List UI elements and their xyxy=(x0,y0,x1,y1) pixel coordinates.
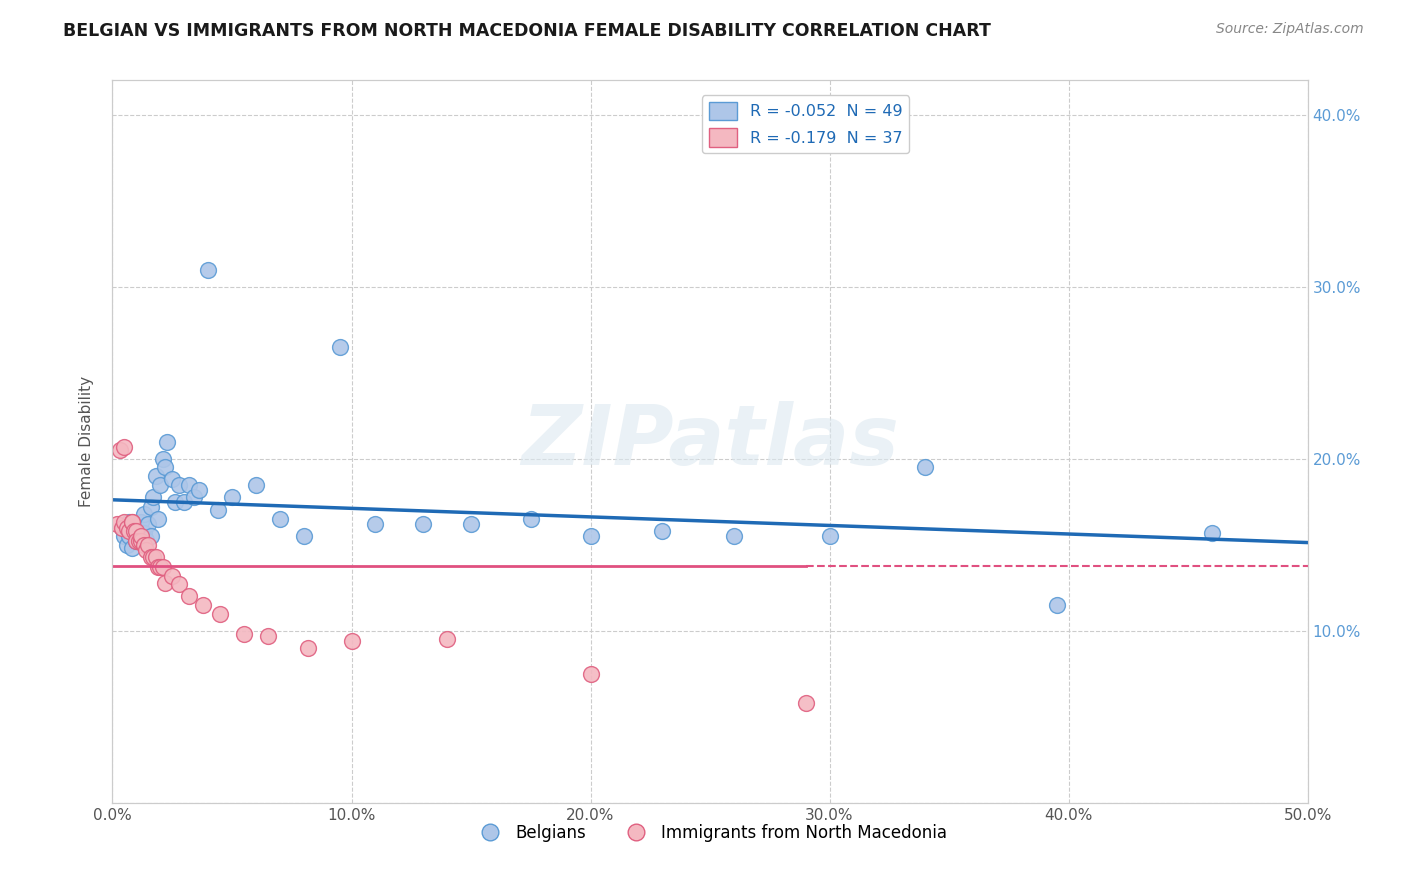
Point xyxy=(173,494,195,508)
Point xyxy=(129,534,152,549)
Point xyxy=(111,520,134,534)
Point xyxy=(245,477,267,491)
Point xyxy=(115,520,138,534)
Point xyxy=(520,512,543,526)
Point xyxy=(177,590,200,604)
Point xyxy=(145,549,167,564)
Point xyxy=(329,340,352,354)
Point xyxy=(125,534,148,549)
Point xyxy=(139,500,162,514)
Text: ZIPatlas: ZIPatlas xyxy=(522,401,898,482)
Point xyxy=(132,538,155,552)
Point xyxy=(135,533,157,547)
Point xyxy=(146,512,169,526)
Point xyxy=(118,529,141,543)
Point xyxy=(651,524,673,538)
Text: BELGIAN VS IMMIGRANTS FROM NORTH MACEDONIA FEMALE DISABILITY CORRELATION CHART: BELGIAN VS IMMIGRANTS FROM NORTH MACEDON… xyxy=(63,22,991,40)
Point xyxy=(129,516,152,530)
Point xyxy=(412,517,434,532)
Point xyxy=(156,434,179,449)
Point xyxy=(579,666,602,681)
Point xyxy=(233,627,256,641)
Text: Source: ZipAtlas.com: Source: ZipAtlas.com xyxy=(1216,22,1364,37)
Point xyxy=(914,460,936,475)
Point xyxy=(579,529,602,543)
Point xyxy=(125,520,148,534)
Point xyxy=(129,529,152,543)
Point xyxy=(118,524,141,538)
Point xyxy=(118,516,141,530)
Point xyxy=(163,494,186,508)
Point xyxy=(364,517,387,532)
Point xyxy=(149,477,172,491)
Point xyxy=(183,490,205,504)
Point xyxy=(122,524,145,538)
Point xyxy=(723,529,745,543)
Point xyxy=(209,607,232,621)
Point xyxy=(132,525,155,540)
Point xyxy=(193,598,215,612)
Point xyxy=(153,460,176,475)
Point xyxy=(162,568,183,582)
Point xyxy=(794,696,817,710)
Point xyxy=(153,575,176,590)
Legend: Belgians, Immigrants from North Macedonia: Belgians, Immigrants from North Macedoni… xyxy=(467,817,953,848)
Point xyxy=(125,524,148,538)
Point xyxy=(187,483,209,497)
Point xyxy=(121,516,143,530)
Point xyxy=(135,542,157,557)
Point xyxy=(1046,598,1069,612)
Point xyxy=(121,541,143,556)
Point xyxy=(138,538,160,552)
Point xyxy=(111,520,134,534)
Point xyxy=(436,632,458,647)
Point xyxy=(207,503,229,517)
Point xyxy=(114,440,135,454)
Point xyxy=(114,516,135,530)
Point xyxy=(105,517,128,532)
Point xyxy=(128,529,150,543)
Point xyxy=(162,472,183,486)
Point xyxy=(169,477,191,491)
Point xyxy=(152,560,174,574)
Point xyxy=(115,538,138,552)
Point xyxy=(177,477,200,491)
Point xyxy=(818,529,841,543)
Point xyxy=(139,549,162,564)
Point xyxy=(340,634,363,648)
Point xyxy=(149,560,172,574)
Point xyxy=(460,517,482,532)
Point xyxy=(292,529,315,543)
Point xyxy=(297,640,319,655)
Point xyxy=(128,534,150,549)
Point xyxy=(132,507,155,521)
Point xyxy=(121,516,143,530)
Point xyxy=(142,549,165,564)
Point xyxy=(152,451,174,466)
Point xyxy=(221,490,243,504)
Point xyxy=(1201,525,1223,540)
Point xyxy=(145,469,167,483)
Point xyxy=(269,512,291,526)
Point xyxy=(108,443,131,458)
Point xyxy=(114,529,135,543)
Y-axis label: Female Disability: Female Disability xyxy=(79,376,94,508)
Point xyxy=(139,529,162,543)
Point xyxy=(138,517,160,532)
Point xyxy=(146,560,169,574)
Point xyxy=(125,534,148,549)
Point xyxy=(122,524,145,538)
Point xyxy=(197,262,219,277)
Point xyxy=(142,490,165,504)
Point xyxy=(169,577,191,591)
Point xyxy=(257,629,280,643)
